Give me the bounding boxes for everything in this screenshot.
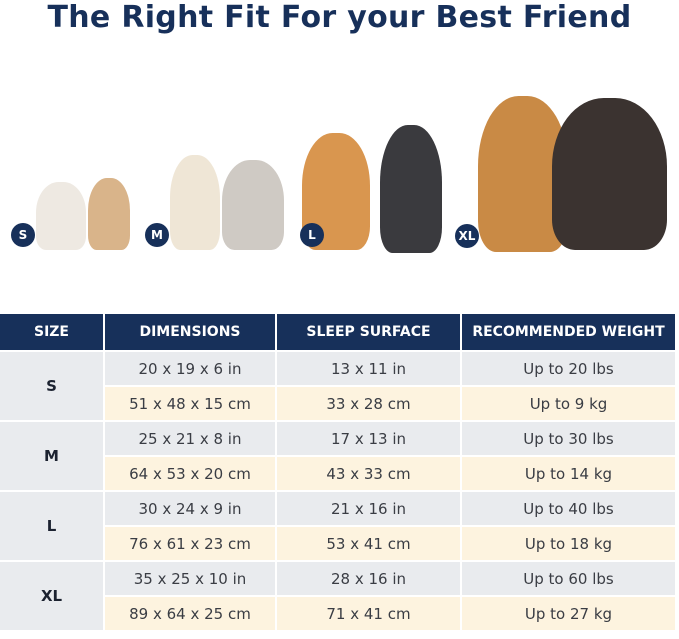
weight-cell: Up to 40 lbs [462,492,675,525]
table-row: 51 x 48 x 15 cm 33 x 28 cm Up to 9 kg [0,387,675,420]
weight-cell: Up to 14 kg [462,457,675,490]
size-cell: S [0,352,103,420]
table-row: 76 x 61 x 23 cm 53 x 41 cm Up to 18 kg [0,527,675,560]
weight-cell: Up to 27 kg [462,597,675,630]
chihuahua-photo [88,178,130,250]
weight-cell: Up to 60 lbs [462,562,675,595]
table-header: SIZE DIMENSIONS SLEEP SURFACE RECOMMENDE… [0,314,675,350]
size-cell: L [0,492,103,560]
size-badge-s: S [11,223,35,247]
size-badge-xl: XL [455,224,479,248]
sleep-surface-cell: 28 x 16 in [277,562,460,595]
header-size: SIZE [0,314,103,350]
table-row: S 20 x 19 x 6 in 13 x 11 in Up to 20 lbs [0,352,675,420]
weight-cell: Up to 20 lbs [462,352,675,385]
cat-photo [36,182,86,250]
table-row: XL 35 x 25 x 10 in 28 x 16 in Up to 60 lbs [0,562,675,630]
weight-cell: Up to 9 kg [462,387,675,420]
header-recommended-weight: RECOMMENDED WEIGHT [462,314,675,350]
dimensions-cell: 20 x 19 x 6 in [105,352,275,385]
dimensions-cell: 30 x 24 x 9 in [105,492,275,525]
dimensions-cell: 51 x 48 x 15 cm [105,387,275,420]
dimensions-cell: 64 x 53 x 20 cm [105,457,275,490]
sleep-surface-cell: 17 x 13 in [277,422,460,455]
sleep-surface-cell: 13 x 11 in [277,352,460,385]
dimensions-cell: 76 x 61 x 23 cm [105,527,275,560]
dimensions-cell: 89 x 64 x 25 cm [105,597,275,630]
header-sleep-surface: SLEEP SURFACE [277,314,460,350]
page-title: The Right Fit For your Best Friend [47,0,632,35]
size-badge-m: M [145,223,169,247]
sleep-surface-cell: 33 x 28 cm [277,387,460,420]
size-badge-l: L [300,223,324,247]
table-row: 89 x 64 x 25 cm 71 x 41 cm Up to 27 kg [0,597,675,630]
table-row: 64 x 53 x 20 cm 43 x 33 cm Up to 14 kg [0,457,675,490]
sleep-surface-cell: 21 x 16 in [277,492,460,525]
table-row: L 30 x 24 x 9 in 21 x 16 in Up to 40 lbs [0,492,675,560]
cat-photo [222,160,284,250]
collie-photo [552,98,667,250]
dimensions-cell: 25 x 21 x 8 in [105,422,275,455]
size-cell: M [0,422,103,490]
dimensions-cell: 35 x 25 x 10 in [105,562,275,595]
size-chart-table: SIZE DIMENSIONS SLEEP SURFACE RECOMMENDE… [0,312,677,632]
weight-cell: Up to 18 kg [462,527,675,560]
border-collie-photo [380,125,442,253]
weight-cell: Up to 30 lbs [462,422,675,455]
table-row: M 25 x 21 x 8 in 17 x 13 in Up to 30 lbs [0,422,675,490]
size-cell: XL [0,562,103,630]
sleep-surface-cell: 43 x 33 cm [277,457,460,490]
maltese-photo [170,155,220,250]
sleep-surface-cell: 53 x 41 cm [277,527,460,560]
header-dimensions: DIMENSIONS [105,314,275,350]
sleep-surface-cell: 71 x 41 cm [277,597,460,630]
